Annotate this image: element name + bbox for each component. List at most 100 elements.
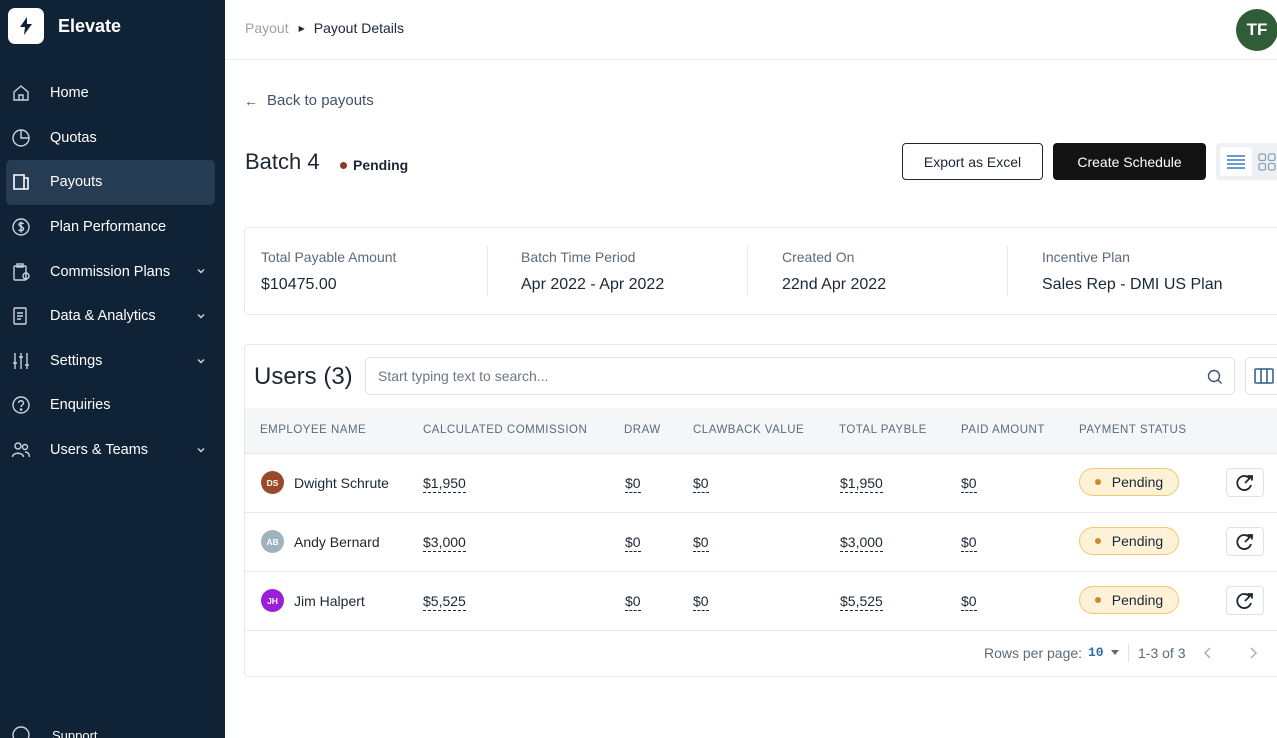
avatar: DS: [261, 471, 284, 494]
sidebar-item-data-analytics[interactable]: Data & Analytics: [6, 294, 215, 339]
employee-name: Dwight Schrute: [294, 475, 389, 491]
row-action-button[interactable]: [1226, 468, 1264, 497]
sidebar-item-users-teams[interactable]: Users & Teams: [6, 428, 215, 473]
sidebar-item-plan-performance[interactable]: Plan Performance: [6, 205, 215, 250]
total-payable: $1,950: [840, 475, 883, 493]
column-header-draw[interactable]: DRAW: [624, 424, 661, 436]
page-range: 1-3 of 3: [1138, 645, 1186, 661]
grid-view-icon[interactable]: [1258, 153, 1276, 171]
export-excel-button[interactable]: Export as Excel: [902, 143, 1043, 180]
breadcrumb-separator-icon: ▶: [298, 23, 305, 33]
payment-status-badge: Pending: [1079, 527, 1179, 555]
clawback-value: $0: [693, 475, 709, 493]
sidebar-item-label: Payouts: [50, 174, 103, 191]
table-header: EMPLOYEE NAME CALCULATED COMMISSION DRAW…: [245, 408, 1277, 454]
table-row[interactable]: JH Jim Halpert $5,525 $0 $0 $5,525 $0 Pe…: [245, 572, 1277, 631]
payment-status-label: Pending: [1111, 592, 1164, 608]
summary-total-payable: Total Payable Amount $10475.00: [245, 228, 485, 314]
clipboard-icon: [10, 261, 32, 283]
user-avatar[interactable]: TF: [1236, 9, 1277, 51]
batch-status-label: Pending: [353, 157, 409, 173]
summary-value: Sales Rep - DMI US Plan: [1042, 276, 1223, 293]
brand-name: Elevate: [58, 15, 122, 36]
column-header-total-payble[interactable]: TOTAL PAYBLE: [839, 424, 927, 436]
chevron-down-icon: [197, 358, 205, 364]
pie-chart-icon: [10, 127, 32, 149]
sidebar-item-label: Data & Analytics: [50, 308, 156, 325]
payment-status-badge: Pending: [1079, 468, 1179, 496]
table-row[interactable]: DS Dwight Schrute $1,950 $0 $0 $1,950 $0…: [245, 454, 1277, 513]
create-schedule-button[interactable]: Create Schedule: [1053, 143, 1206, 180]
summary-batch-time-period: Batch Time Period Apr 2022 - Apr 2022: [505, 228, 745, 314]
sidebar-item-label: Commission Plans: [50, 263, 171, 280]
employee-name: Jim Halpert: [294, 593, 365, 609]
row-action-button[interactable]: [1226, 586, 1264, 615]
divider: [747, 246, 748, 296]
divider: [1007, 246, 1008, 296]
draw-value: $0: [625, 593, 641, 611]
sidebar-item-enquiries[interactable]: Enquiries: [6, 383, 215, 428]
sliders-icon: [10, 350, 32, 372]
payout-action-icon: [1236, 533, 1253, 550]
sidebar-item-label: Quotas: [50, 129, 97, 146]
breadcrumb-root-link[interactable]: Payout: [245, 20, 289, 36]
draw-value: $0: [625, 475, 641, 493]
users-table-card: Users (3) EMPLOYEE NAME CALCULATED COMMI…: [244, 344, 1277, 677]
employee-name: Andy Bernard: [294, 534, 380, 550]
total-payable: $5,525: [840, 593, 883, 611]
list-view-button[interactable]: [1220, 147, 1252, 176]
sidebar: Elevate Home Quotas Payouts Plan Perform…: [0, 0, 225, 738]
view-toggle: [1216, 143, 1277, 180]
sidebar-item-home[interactable]: Home: [6, 71, 215, 116]
sidebar-item-support[interactable]: Support: [10, 724, 98, 738]
table-row[interactable]: AB Andy Bernard $3,000 $0 $0 $3,000 $0 P…: [245, 513, 1277, 572]
sidebar-item-quotas[interactable]: Quotas: [6, 116, 215, 161]
search-input[interactable]: [366, 358, 1196, 394]
chevron-down-icon: [197, 313, 205, 319]
summary-created-on: Created On 22nd Apr 2022: [766, 228, 1006, 314]
chevron-left-icon[interactable]: [1200, 645, 1216, 661]
payment-status-label: Pending: [1111, 533, 1164, 549]
rows-per-page-select[interactable]: 10: [1088, 645, 1104, 660]
page-title: Batch 4: [245, 149, 320, 174]
support-icon: [10, 724, 32, 738]
status-dot-icon: [340, 161, 347, 169]
avatar: AB: [261, 530, 284, 553]
column-header-employee-name[interactable]: EMPLOYEE NAME: [260, 424, 367, 436]
brand[interactable]: Elevate: [8, 8, 121, 44]
paid-amount: $0: [961, 475, 977, 493]
home-icon: [10, 82, 32, 104]
sidebar-item-label: Home: [50, 85, 89, 102]
column-header-calculated-commission[interactable]: CALCULATED COMMISSION: [423, 424, 588, 436]
breadcrumb-current: Payout Details: [313, 20, 405, 36]
sidebar-item-payouts[interactable]: Payouts: [6, 160, 215, 205]
column-header-paid-amount[interactable]: PAID AMOUNT: [961, 424, 1045, 436]
summary-value: $10475.00: [261, 276, 337, 293]
sidebar-item-settings[interactable]: Settings: [6, 339, 215, 384]
chevron-right-icon[interactable]: [1245, 645, 1261, 661]
column-header-payment-status[interactable]: PAYMENT STATUS: [1079, 424, 1187, 436]
payment-status-badge: Pending: [1079, 586, 1179, 614]
dollar-circle-icon: [10, 216, 32, 238]
calculated-commission: $5,525: [423, 593, 466, 611]
caret-down-icon[interactable]: [1111, 650, 1119, 655]
row-action-button[interactable]: [1226, 527, 1264, 556]
sidebar-item-commission-plans[interactable]: Commission Plans: [6, 249, 215, 294]
summary-label: Total Payable Amount: [261, 249, 397, 265]
payment-status-label: Pending: [1111, 474, 1164, 490]
payout-action-icon: [1236, 474, 1253, 491]
column-header-clawback-value[interactable]: CLAWBACK VALUE: [693, 424, 805, 436]
draw-value: $0: [625, 534, 641, 552]
columns-toggle-button[interactable]: [1245, 357, 1277, 395]
back-link-label: Back to payouts: [267, 92, 374, 109]
sidebar-item-label: Settings: [50, 352, 103, 369]
total-payable: $3,000: [840, 534, 883, 552]
batch-status-badge: Pending: [340, 157, 408, 173]
back-to-payouts-link[interactable]: ← Back to payouts: [244, 92, 374, 109]
clawback-value: $0: [693, 593, 709, 611]
search-box: [365, 357, 1235, 395]
arrow-left-icon: ←: [244, 92, 258, 109]
status-dot-icon: [1094, 597, 1101, 603]
search-icon[interactable]: [1207, 369, 1223, 385]
pagination: Rows per page: 10 1-3 of 3: [245, 641, 1277, 665]
